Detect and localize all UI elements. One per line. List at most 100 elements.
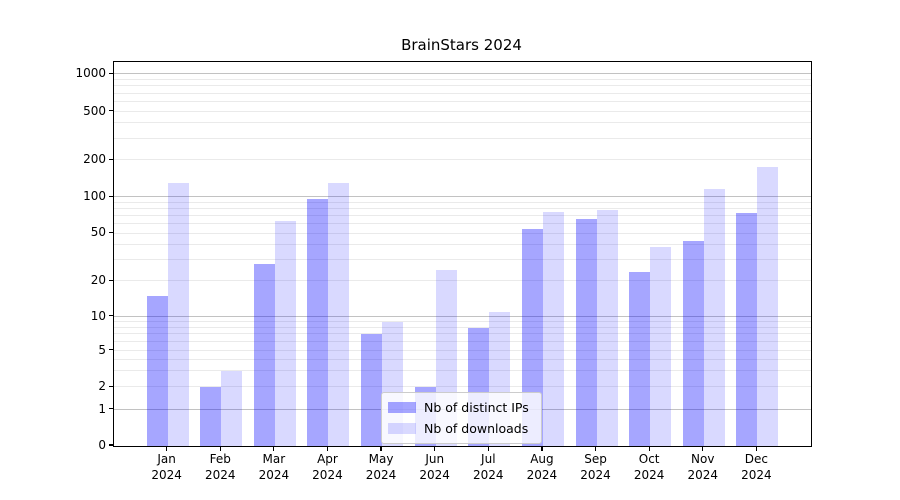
y-tick-label-1000: 1000 bbox=[75, 66, 106, 81]
y-tick-mark-500 bbox=[109, 110, 113, 112]
bar-downloads-oct bbox=[650, 246, 672, 446]
legend-label-downloads: Nb of downloads bbox=[424, 421, 529, 436]
gridline-500 bbox=[114, 110, 811, 112]
gridline-800 bbox=[114, 85, 811, 87]
y-tick-mark-0 bbox=[109, 444, 113, 446]
x-tick-label-oct: Oct 2024 bbox=[633, 452, 665, 482]
x-tick-label-apr: Apr 2024 bbox=[312, 452, 343, 482]
y-tick-mark-100 bbox=[109, 195, 113, 197]
y-tick-label-100: 100 bbox=[83, 189, 106, 204]
bar-ips-sep bbox=[575, 219, 597, 446]
chart-title: BrainStars 2024 bbox=[401, 36, 522, 54]
gridline-100 bbox=[114, 196, 811, 198]
x-tick-mark-oct bbox=[648, 446, 650, 451]
y-tick-label-10: 10 bbox=[90, 308, 106, 323]
x-tick-label-dec: Dec 2024 bbox=[741, 452, 772, 482]
y-tick-mark-2 bbox=[109, 385, 113, 387]
legend-row-ips: Nb of distinct IPs bbox=[388, 398, 529, 417]
gridline-30 bbox=[114, 259, 811, 261]
y-tick-label-1: 1 bbox=[98, 401, 106, 416]
bar-downloads-mar bbox=[274, 221, 296, 446]
x-tick-label-jan: Jan 2024 bbox=[151, 452, 182, 482]
bar-ips-aug bbox=[521, 228, 543, 446]
x-tick-label-sep: Sep 2024 bbox=[580, 452, 611, 482]
y-tick-label-50: 50 bbox=[90, 225, 106, 240]
x-tick-label-may: May 2024 bbox=[365, 452, 397, 482]
bar-ips-mar bbox=[253, 263, 275, 446]
legend: Nb of distinct IPs Nb of downloads bbox=[381, 392, 542, 444]
bar-ips-jan bbox=[146, 296, 168, 446]
bar-ips-dec bbox=[736, 213, 758, 446]
legend-label-ips: Nb of distinct IPs bbox=[424, 400, 529, 415]
gridline-9 bbox=[114, 321, 811, 322]
bar-downloads-jan bbox=[167, 183, 189, 446]
gridline-300 bbox=[114, 137, 811, 139]
y-tick-label-500: 500 bbox=[83, 103, 106, 118]
gridline-70 bbox=[114, 214, 811, 216]
x-tick-mark-may bbox=[380, 446, 382, 451]
x-tick-mark-feb bbox=[219, 446, 221, 451]
bar-ips-may bbox=[361, 334, 383, 446]
gridline-5 bbox=[114, 349, 811, 351]
x-tick-mark-jan bbox=[166, 446, 168, 451]
bar-downloads-aug bbox=[542, 211, 564, 446]
gridline-8 bbox=[114, 326, 811, 328]
gridline-2 bbox=[114, 386, 811, 388]
x-tick-label-jul: Jul 2024 bbox=[473, 452, 504, 482]
gridline-90 bbox=[114, 201, 811, 203]
x-tick-label-feb: Feb 2024 bbox=[204, 452, 236, 482]
bar-downloads-feb bbox=[221, 371, 243, 446]
gridline-200 bbox=[114, 159, 811, 161]
legend-swatch-ips bbox=[388, 402, 416, 413]
x-tick-mark-mar bbox=[273, 446, 275, 451]
gridline-60 bbox=[114, 222, 811, 224]
x-tick-label-aug: Aug 2024 bbox=[526, 452, 558, 482]
bar-ips-feb bbox=[200, 387, 222, 446]
x-tick-label-jun: Jun 2024 bbox=[419, 452, 450, 482]
gridline-600 bbox=[114, 100, 811, 102]
legend-row-downloads: Nb of downloads bbox=[388, 419, 529, 438]
x-tick-mark-jun bbox=[434, 446, 436, 451]
y-tick-label-5: 5 bbox=[98, 342, 106, 357]
y-tick-label-2: 2 bbox=[98, 379, 106, 394]
x-tick-mark-apr bbox=[326, 446, 329, 451]
gridline-20 bbox=[114, 280, 811, 282]
x-tick-mark-jul bbox=[487, 446, 489, 451]
y-tick-mark-1000 bbox=[109, 72, 113, 75]
bar-ips-apr bbox=[307, 198, 329, 446]
x-tick-mark-sep bbox=[594, 446, 597, 451]
y-tick-mark-20 bbox=[109, 279, 113, 281]
bar-downloads-sep bbox=[596, 209, 618, 446]
gridline-80 bbox=[114, 207, 811, 209]
x-tick-label-nov: Nov 2024 bbox=[687, 452, 719, 482]
x-tick-mark-aug bbox=[541, 446, 543, 451]
gridline-400 bbox=[114, 122, 811, 124]
bar-ips-nov bbox=[682, 241, 704, 446]
y-tick-label-0: 0 bbox=[98, 438, 106, 452]
gridline-700 bbox=[114, 92, 811, 94]
gridline-900 bbox=[114, 79, 811, 81]
plot-area: Nb of distinct IPs Nb of downloads bbox=[113, 61, 812, 447]
gridline-3 bbox=[114, 370, 811, 372]
gridline-1000 bbox=[114, 73, 811, 75]
y-tick-mark-50 bbox=[109, 231, 113, 234]
gridline-4 bbox=[114, 358, 811, 360]
gridline-7 bbox=[114, 333, 811, 335]
x-tick-mark-dec bbox=[755, 446, 757, 451]
gridline-40 bbox=[114, 244, 811, 246]
gridline-6 bbox=[114, 340, 811, 342]
y-tick-label-200: 200 bbox=[83, 152, 106, 167]
gridline-50 bbox=[114, 232, 811, 234]
y-tick-mark-10 bbox=[109, 315, 113, 317]
y-tick-mark-1 bbox=[109, 408, 113, 410]
bar-ips-oct bbox=[629, 271, 651, 446]
y-tick-label-20: 20 bbox=[90, 273, 106, 288]
y-tick-mark-200 bbox=[109, 158, 113, 160]
y-tick-mark-5 bbox=[109, 349, 113, 351]
gridline-10 bbox=[114, 315, 811, 317]
legend-swatch-downloads bbox=[388, 423, 416, 434]
bar-downloads-dec bbox=[757, 166, 779, 446]
x-tick-mark-nov bbox=[702, 446, 704, 451]
x-tick-label-mar: Mar 2024 bbox=[258, 452, 290, 482]
